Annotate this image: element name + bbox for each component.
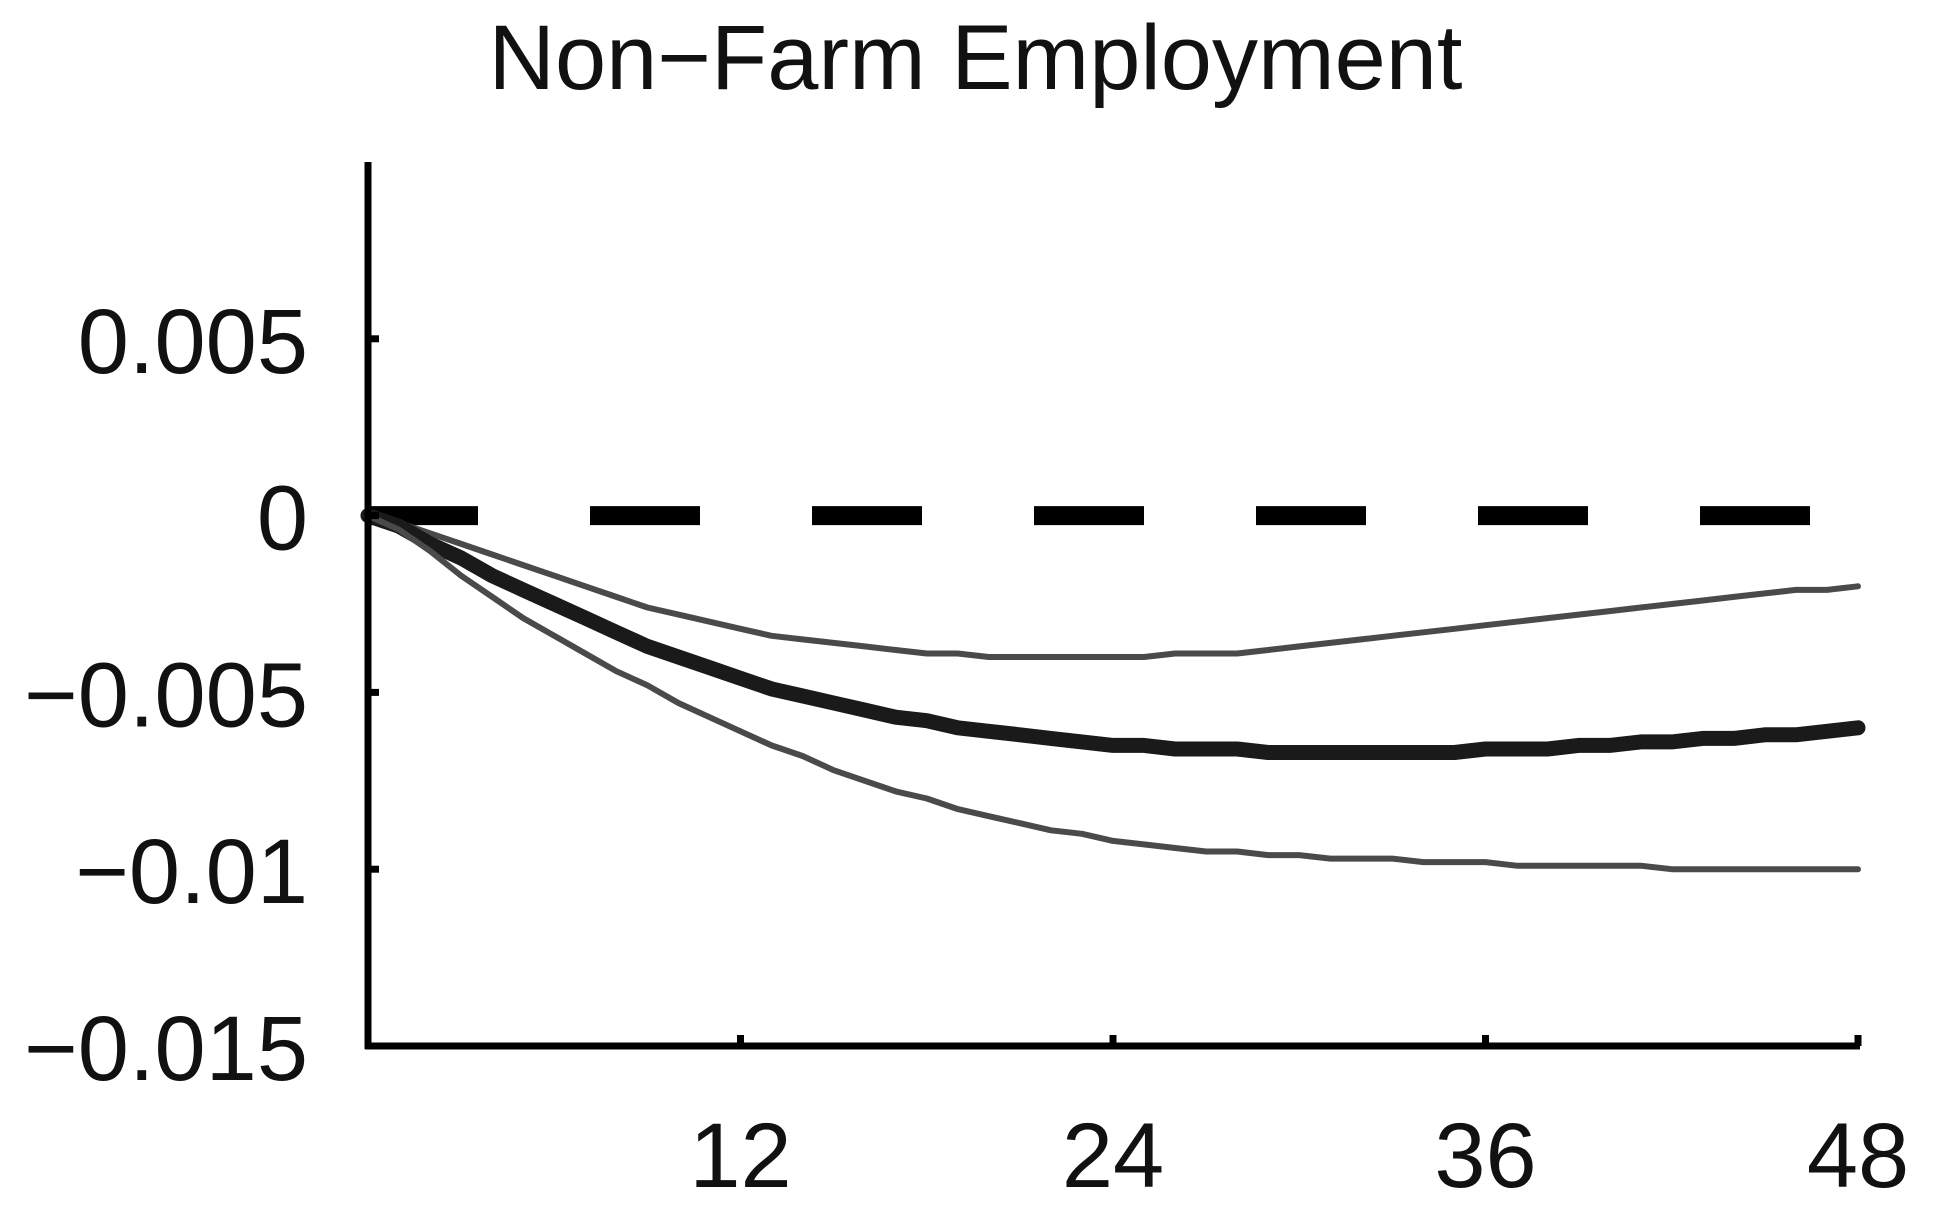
- series-upper-band: [365, 512, 1861, 660]
- y-tick-label: −0.015: [24, 998, 308, 1100]
- axes: [364, 162, 1862, 1050]
- x-tick-label: 48: [1807, 1105, 1909, 1207]
- y-tick-label: −0.005: [24, 644, 308, 746]
- x-tick-label: 24: [1062, 1105, 1164, 1207]
- chart-title: Non−Farm Employment: [488, 7, 1463, 109]
- y-tick-label: 0.005: [78, 291, 308, 393]
- y-tick-label: 0: [257, 468, 308, 570]
- series-lower-band: [365, 512, 1861, 873]
- tick-labels: 0.005 0 −0.005 −0.01 −0.015 12 24 36 48: [24, 291, 1909, 1207]
- x-tick-label: 12: [689, 1105, 791, 1207]
- y-tick-label: −0.01: [75, 821, 308, 923]
- series-layer: [360, 508, 1866, 873]
- series-median: [360, 508, 1866, 760]
- x-tick-label: 36: [1434, 1105, 1536, 1207]
